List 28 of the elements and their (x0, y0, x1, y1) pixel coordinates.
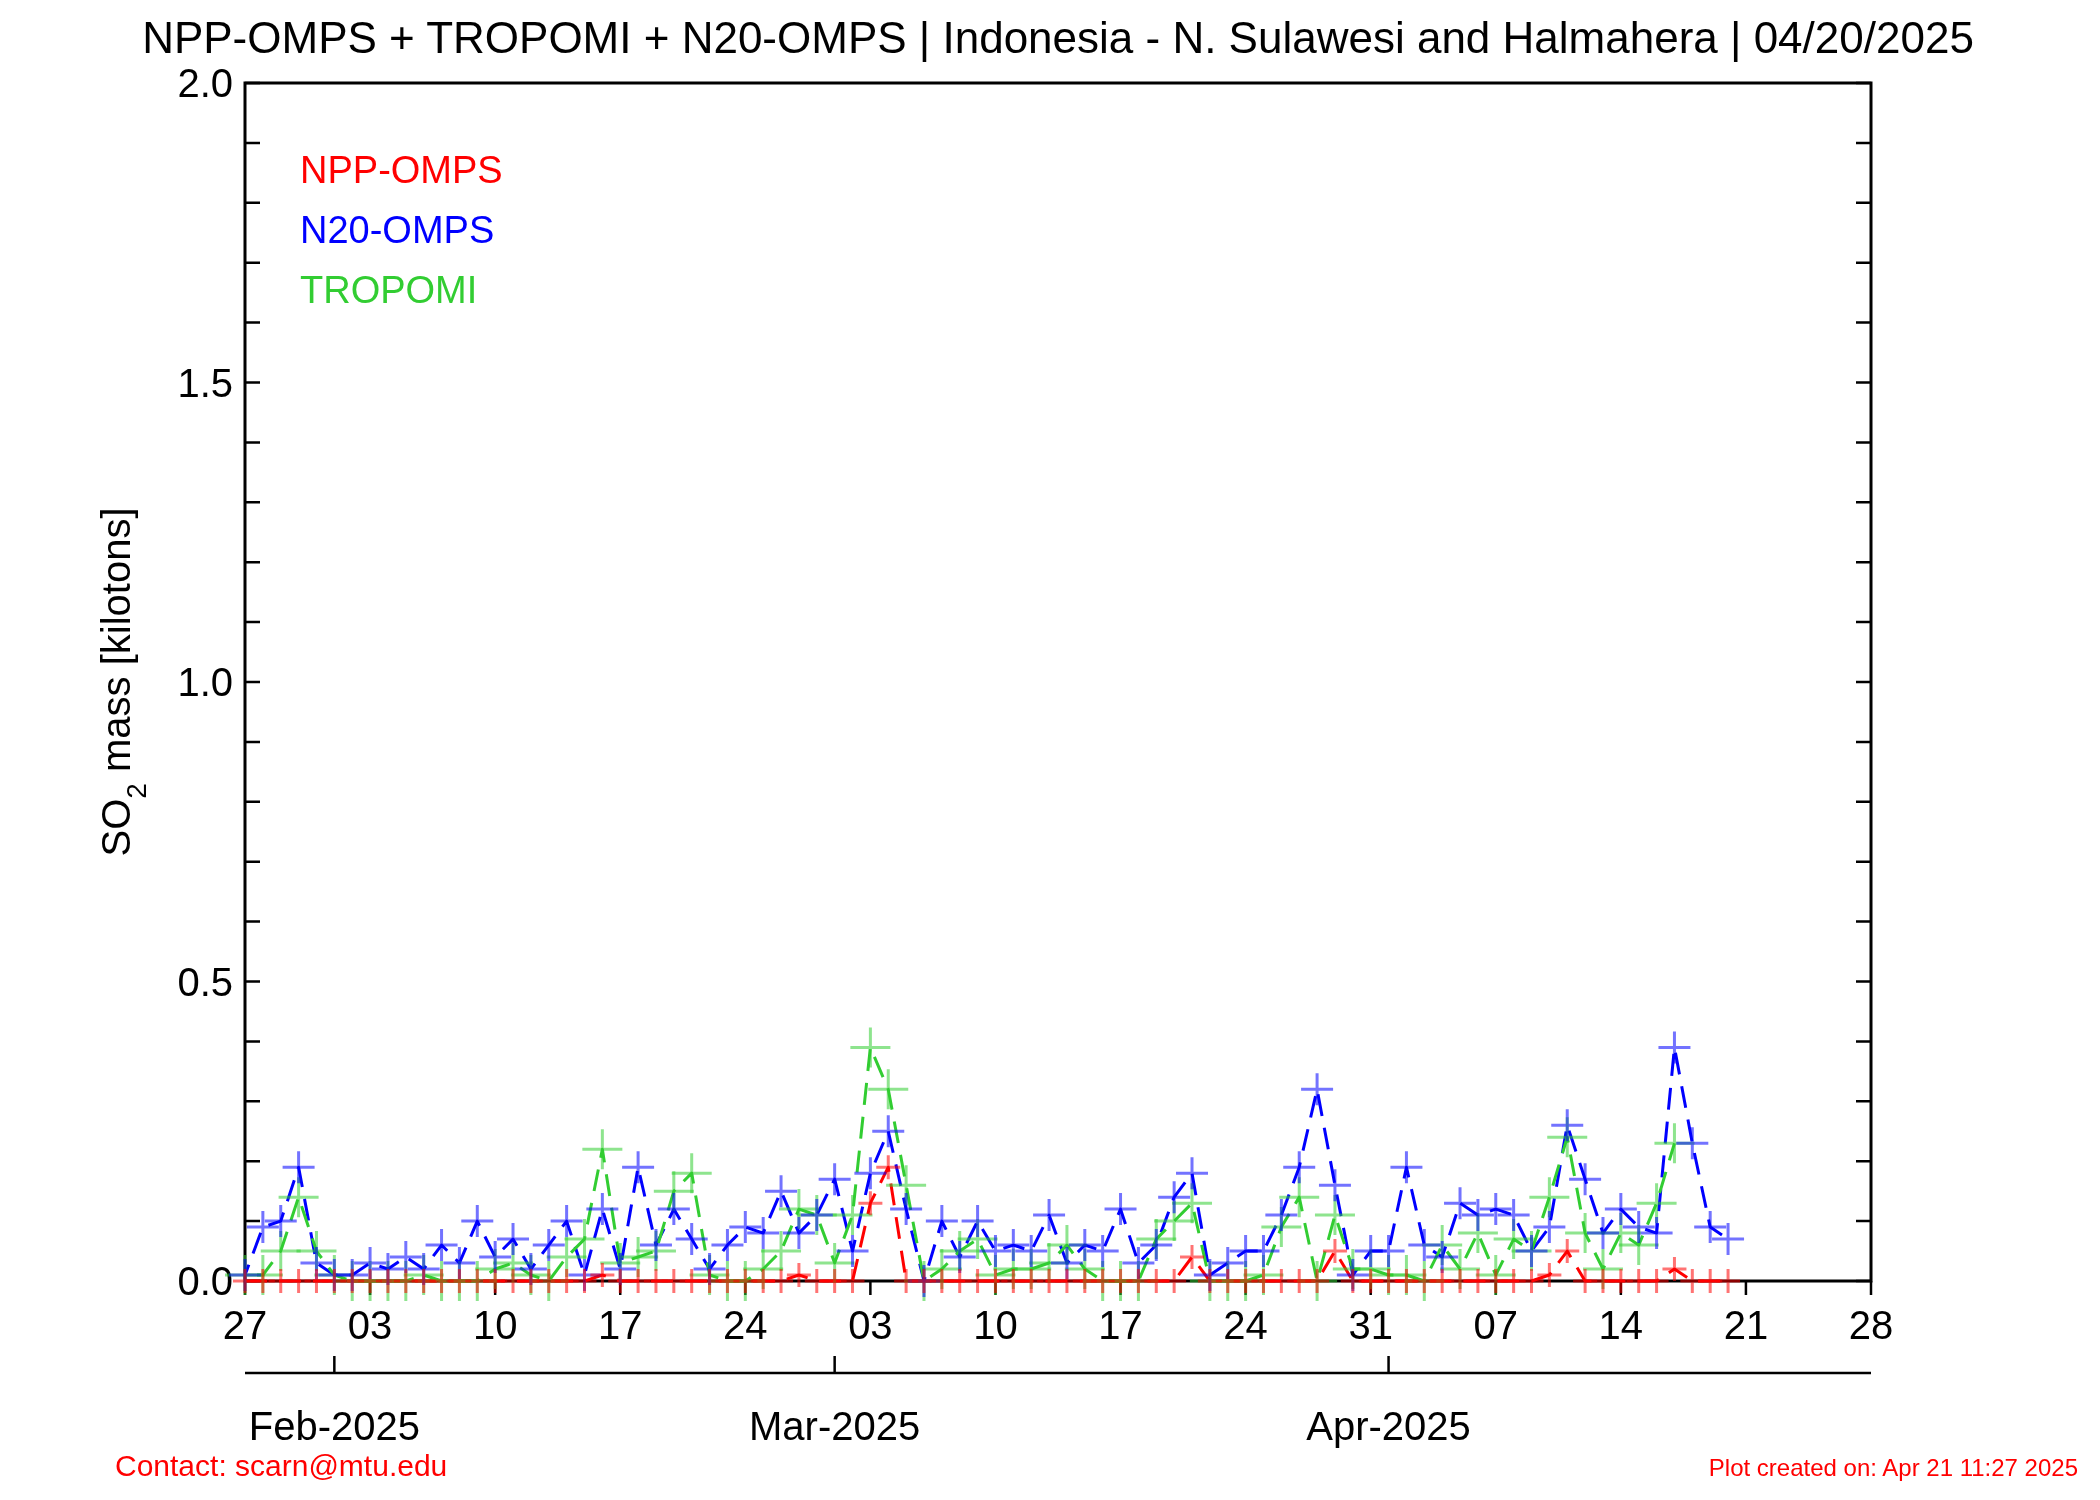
y-tick-label: 2.0 (177, 61, 233, 105)
x-tick-label: 07 (1473, 1303, 1519, 1347)
chart-title: NPP-OMPS + TROPOMI + N20-OMPS | Indonesia - N. Sulawesi and Halmahera | 04/20/2025 (142, 13, 1974, 62)
text: Plot created on: Apr 21 11:27 2025 (1708, 1454, 2078, 1481)
x-tick-label: 10 (973, 1303, 1018, 1347)
x-tick-label: 24 (723, 1303, 768, 1347)
text: NPP-OMPS (300, 149, 503, 191)
x-tick-label: 17 (1098, 1303, 1143, 1347)
x-tick-label: 10 (472, 1303, 518, 1347)
text: N20-OMPS (300, 209, 495, 251)
x-tick-label: 03 (848, 1303, 893, 1347)
x-tick-label: 21 (1723, 1303, 1769, 1347)
x-tick-label: 27 (222, 1303, 268, 1347)
x-tick-label: 17 (597, 1303, 643, 1347)
y-tick-label: 0.5 (177, 959, 233, 1004)
y-tick-label: 0.0 (177, 1259, 233, 1303)
y-tick-label: 1.0 (177, 660, 233, 704)
x-tick-label: 14 (1598, 1303, 1644, 1347)
x-tick-label: 24 (1223, 1303, 1268, 1347)
annotation: Mar-2025 (749, 1404, 921, 1448)
annotation: Apr-2025 (1306, 1404, 1471, 1448)
text: TROPOMI (300, 269, 478, 311)
annotation: Feb-2025 (248, 1404, 420, 1448)
x-tick-label: 28 (1848, 1303, 1894, 1347)
text: Contact: scarn@mtu.edu (115, 1449, 448, 1482)
x-tick-label: 03 (347, 1303, 393, 1347)
x-tick-label: 31 (1348, 1303, 1393, 1347)
y-tick-label: 1.5 (177, 360, 233, 405)
